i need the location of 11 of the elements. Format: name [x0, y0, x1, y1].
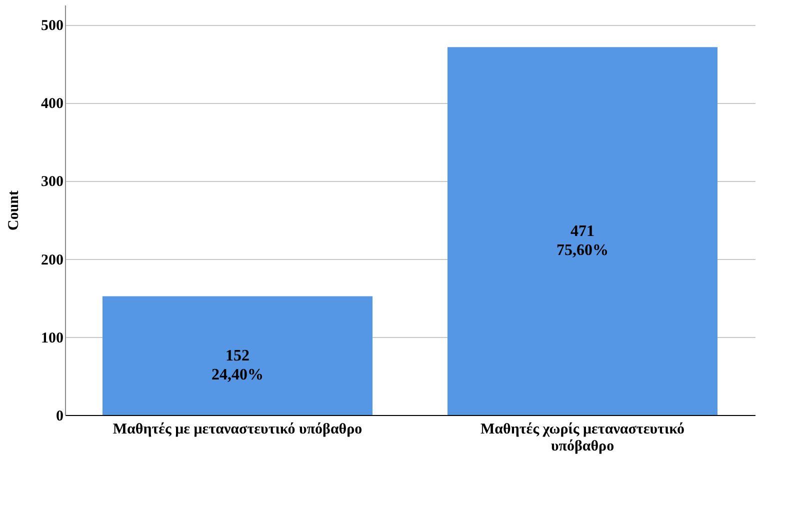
y-tick-label: 400 [41, 96, 64, 112]
y-tick-label: 0 [56, 408, 64, 424]
x-tick-label: Μαθητές χωρίς μεταναστευτικό υπόβαθρο [480, 422, 684, 454]
data-label: 471 75,60% [556, 223, 608, 260]
y-tick-label: 100 [41, 330, 64, 346]
y-tick-label: 200 [41, 252, 64, 268]
y-tick-label: 500 [41, 18, 64, 34]
data-label: 152 24,40% [212, 348, 264, 384]
x-tick-label: Μαθητές με μεταναστευτικό υπόβαθρο [112, 422, 362, 438]
y-tick-label: 300 [41, 174, 64, 190]
y-axis-title: Count [6, 190, 22, 231]
